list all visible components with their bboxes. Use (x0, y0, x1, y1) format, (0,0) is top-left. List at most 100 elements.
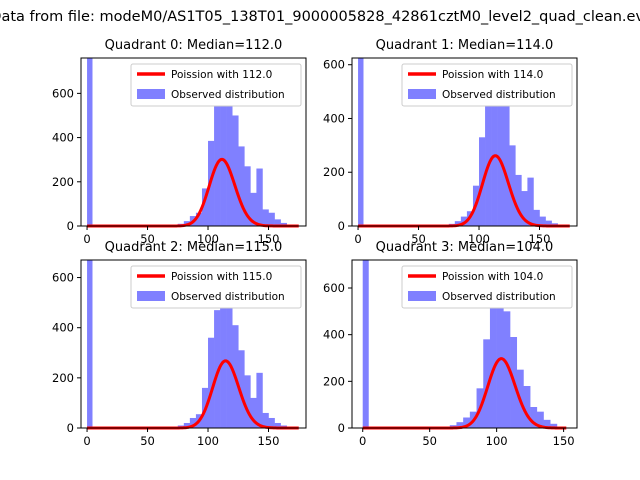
panel-title: Quadrant 0: Median=112.0 (105, 38, 283, 53)
y-tick-label: 600 (52, 271, 74, 285)
histogram-bar (503, 102, 510, 226)
legend: Poission with 112.0 Observed distributio… (130, 63, 302, 107)
legend-poisson-label: Poission with 112.0 (171, 69, 272, 81)
legend: Poission with 104.0 Observed distributio… (401, 265, 573, 309)
legend-box (130, 63, 302, 107)
y-tick-label: 600 (52, 86, 74, 100)
x-tick-label: 50 (422, 434, 437, 448)
histogram-bar (550, 423, 558, 428)
y-tick-label: 200 (323, 165, 345, 179)
histogram-bar (238, 350, 245, 428)
x-tick-label: 0 (354, 232, 361, 246)
histogram-bar-zero (362, 260, 369, 428)
histogram-bar (545, 220, 552, 226)
axis-ticks: 0 50 100 150 0 200 400 600 (323, 281, 575, 448)
histogram-bar (274, 219, 281, 226)
axes-frame (351, 259, 578, 429)
legend-observed-label: Observed distribution (171, 89, 285, 101)
x-tick-label: 100 (197, 232, 219, 246)
histogram-bar (232, 115, 239, 226)
y-tick-label: 400 (323, 111, 345, 125)
x-tick-label: 150 (258, 434, 280, 448)
panel-quadrant-3: Quadrant 3: Median=104.0 0 50 100 150 0 200 40… (323, 240, 578, 448)
histogram-bar (521, 191, 528, 226)
histogram-bar (256, 372, 263, 428)
y-tick-label: 400 (52, 131, 74, 145)
legend-poisson-label: Poission with 114.0 (442, 69, 543, 81)
panel-title: Quadrant 2: Median=115.0 (105, 240, 283, 255)
histogram-bar (220, 67, 227, 227)
histogram-bar (274, 422, 281, 428)
histogram-bar (268, 417, 275, 428)
legend: Poission with 115.0 Observed distributio… (130, 265, 302, 309)
histogram-bar (509, 145, 516, 226)
axes-frame (80, 259, 307, 429)
x-tick-label: 150 (553, 434, 575, 448)
y-tick-label: 600 (323, 58, 345, 72)
x-tick-label: 100 (197, 434, 219, 448)
histogram-bar (189, 417, 197, 428)
legend-poisson-label: Poission with 115.0 (171, 271, 272, 283)
histogram-bar (539, 216, 546, 226)
histogram-bar (280, 222, 287, 226)
y-tick-label: 0 (67, 421, 74, 435)
histogram-bar (262, 412, 269, 428)
histogram-bar (201, 188, 209, 226)
histogram-bar (536, 411, 544, 428)
legend-box (130, 265, 302, 309)
x-tick-label: 150 (529, 232, 551, 246)
histogram-bar (262, 209, 269, 226)
y-tick-label: 0 (67, 219, 74, 233)
histogram-bar (533, 209, 540, 226)
panel-quadrant-2: Quadrant 2: Median=115.0 0 50 100 150 0 200 40… (52, 240, 307, 448)
histogram-bar (226, 292, 233, 428)
histogram-bar (244, 375, 251, 428)
y-tick-label: 400 (52, 321, 74, 335)
x-tick-label: 50 (140, 232, 155, 246)
histogram-bar-zero (87, 260, 93, 428)
axis-ticks: 0 50 100 150 0 200 400 600 (52, 86, 279, 246)
histogram-bar (503, 311, 511, 428)
histogram-bar (250, 397, 257, 428)
histogram-bar (523, 386, 531, 428)
histogram-bar (463, 417, 471, 428)
axis-ticks: 0 50 100 150 0 200 400 600 (323, 58, 550, 246)
x-tick-label: 50 (140, 434, 155, 448)
x-tick-label: 50 (411, 232, 426, 246)
histogram-bar (268, 212, 275, 226)
histogram-bar (195, 212, 203, 226)
histogram-bar (226, 95, 233, 226)
histogram-bar (208, 337, 215, 428)
panel-title: Quadrant 3: Median=104.0 (376, 240, 554, 255)
legend-observed-label: Observed distribution (171, 291, 285, 303)
x-tick-label: 100 (486, 434, 508, 448)
histogram-bar-zero (358, 58, 364, 226)
histogram-bar (220, 277, 227, 428)
panel-quadrant-0: Quadrant 0: Median=112.0 0 50 100 150 0 200 40… (52, 38, 307, 246)
histogram-bar (530, 407, 538, 428)
y-tick-label: 200 (52, 371, 74, 385)
legend-observed-label: Observed distribution (442, 291, 556, 303)
x-tick-label: 150 (258, 232, 280, 246)
y-tick-label: 600 (323, 281, 345, 295)
legend: Poission with 114.0 Observed distributio… (401, 63, 573, 107)
histogram-bar (515, 174, 522, 226)
legend-observed-label: Observed distribution (442, 89, 556, 101)
x-tick-label: 0 (83, 434, 90, 448)
y-tick-label: 200 (52, 175, 74, 189)
histogram-bar (244, 166, 251, 226)
y-tick-label: 400 (323, 328, 345, 342)
histogram-bar (527, 177, 534, 226)
histogram-bar (256, 168, 263, 226)
axis-ticks: 0 50 100 150 0 200 400 600 (52, 271, 279, 448)
x-tick-label: 0 (83, 232, 90, 246)
panel-title: Quadrant 1: Median=114.0 (376, 38, 554, 53)
axes-frame (351, 57, 578, 227)
legend-poisson-label: Poission with 104.0 (442, 271, 543, 283)
histogram-bar (250, 192, 257, 226)
histogram-bar (483, 339, 491, 428)
histogram-bar (491, 71, 498, 226)
legend-observed-swatch (137, 89, 165, 99)
x-tick-label: 100 (468, 232, 490, 246)
